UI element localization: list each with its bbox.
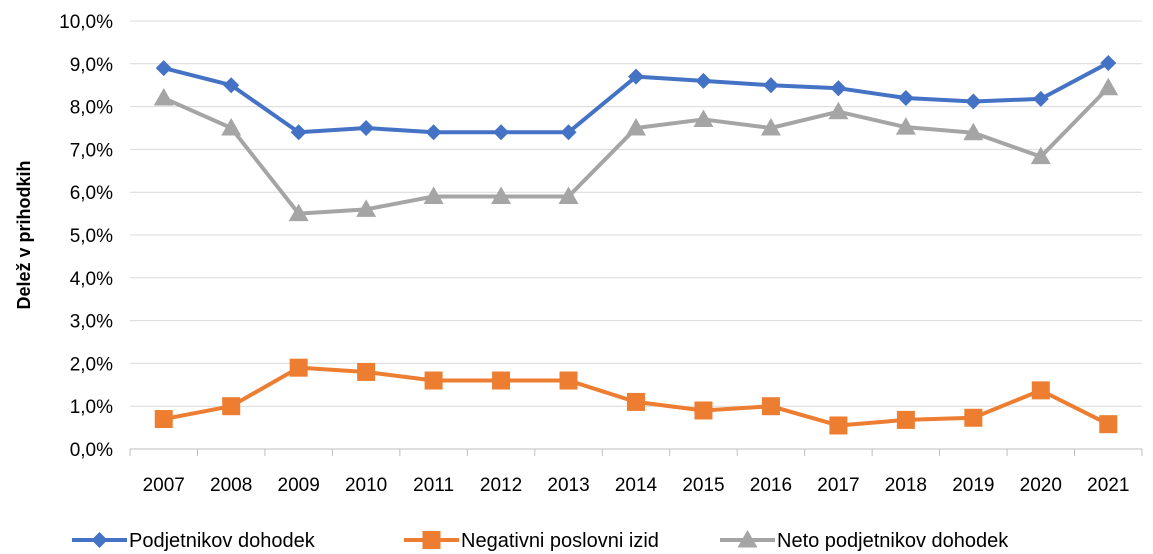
data-point [222,397,241,416]
data-point [425,124,442,141]
y-tick-label: 0,0% [70,440,113,461]
data-point [627,392,645,411]
legend-item: Negativni poslovni izid [404,530,659,552]
y-tick-label: 8,0% [70,98,113,119]
x-tick-label: 2008 [210,475,252,496]
x-tick-label: 2007 [143,475,185,496]
data-point [762,77,779,94]
x-tick-label: 2018 [885,475,927,496]
data-point [895,117,916,135]
data-point [221,118,242,136]
data-point [560,124,577,141]
data-point [290,124,307,141]
data-point [1100,54,1117,71]
y-tick-label: 7,0% [70,140,113,161]
x-tick-label: 2019 [952,475,994,496]
data-point [626,118,646,136]
legend-label: Neto podjetnikov dohodek [777,530,1009,552]
data-point [896,410,915,429]
data-point [153,88,174,106]
data-point [1099,415,1118,434]
data-point [963,122,984,141]
data-point [761,397,780,416]
data-point [1032,90,1049,107]
y-tick-label: 4,0% [70,269,113,290]
data-point [558,186,579,204]
y-tick-label: 2,0% [70,354,113,375]
data-point [356,199,377,217]
y-tick-label: 6,0% [70,183,113,204]
x-axis-tick-labels: 2007 2008 2009 2010 2011 2012 2013 2014 2015 2016… [143,475,1130,496]
legend-marker [422,531,441,549]
x-tick-label: 2017 [817,475,859,496]
data-point [423,186,444,204]
x-tick-label: 2020 [1020,475,1062,496]
data-point [829,416,848,435]
data-point [964,408,983,427]
x-tick-label: 2011 [413,475,454,496]
legend: Podjetnikov dohodek Negativni poslovni iz… [72,530,1009,552]
data-point [223,77,240,94]
x-tick-label: 2013 [547,475,589,496]
legend-marker [91,532,108,548]
data-point [897,90,914,107]
data-point [492,371,511,390]
y-tick-label: 10,0% [59,12,113,33]
legend-marker [737,530,758,548]
x-axis [129,448,1143,456]
data-point [1031,381,1050,400]
data-point [965,93,982,110]
data-point [695,72,712,89]
data-point [694,401,713,420]
x-tick-label: 2021 [1087,475,1129,496]
series-1 [155,54,1117,141]
x-tick-label: 2016 [750,475,792,496]
data-point [288,203,309,222]
x-tick-label: 2014 [615,475,658,496]
x-tick-label: 2012 [480,475,522,496]
data-point [1030,146,1051,165]
y-axis-tick-labels: 0,0% 1,0% 2,0% 3,0% 4,0% 5,0% 6,0% 7,0% 8,0% 9,0%… [59,12,113,461]
series-2 [154,358,1118,435]
x-tick-label: 2009 [278,475,320,496]
series-layer [153,54,1119,435]
data-point [1098,77,1119,96]
y-tick-label: 9,0% [70,55,113,76]
legend-item: Podjetnikov dohodek [72,530,316,552]
data-point [424,371,443,390]
data-point [828,101,849,120]
y-axis-title: Delež v prihodkih [14,160,34,309]
x-tick-label: 2015 [682,475,724,496]
data-point [154,410,173,429]
data-point [830,80,847,97]
data-point [491,186,512,204]
data-point [289,358,308,377]
legend-item: Neto podjetnikov dohodek [720,530,1009,552]
y-tick-label: 1,0% [70,397,113,418]
y-tick-label: 5,0% [70,226,113,247]
data-point [155,60,172,77]
data-point [357,362,376,381]
data-point [760,118,781,136]
x-tick-label: 2010 [345,475,387,496]
legend-label: Negativni poslovni izid [461,530,659,552]
series-3 [153,77,1119,222]
data-point [559,371,578,390]
legend-label: Podjetnikov dohodek [129,530,316,552]
data-point [493,124,510,141]
y-tick-label: 3,0% [70,312,113,333]
data-point [693,109,714,127]
data-point [358,120,375,136]
data-point [628,68,644,85]
